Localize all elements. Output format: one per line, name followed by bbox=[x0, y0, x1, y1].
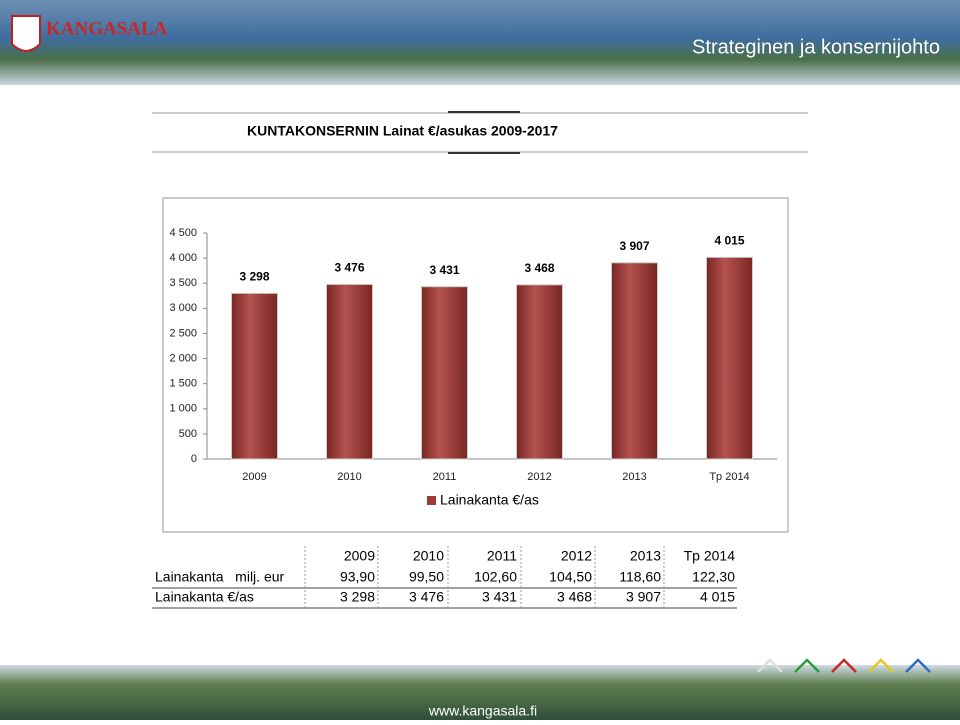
y-tick-label: 2 000 bbox=[169, 352, 197, 364]
bar bbox=[706, 256, 753, 460]
y-tick-label: 3 000 bbox=[169, 302, 197, 314]
data-label: 4 015 bbox=[714, 234, 744, 248]
x-tick-label: 2009 bbox=[242, 471, 266, 483]
y-tick-label: 2 500 bbox=[169, 327, 197, 339]
column-header: 2009 bbox=[344, 548, 375, 564]
logo-shield bbox=[11, 15, 41, 52]
y-tick-label: 3 500 bbox=[169, 277, 197, 289]
table-cell: 3 298 bbox=[340, 589, 375, 605]
bar bbox=[326, 283, 373, 460]
legend-swatch bbox=[427, 496, 436, 505]
data-label: 3 298 bbox=[239, 270, 269, 284]
top-banner bbox=[0, 0, 960, 85]
section-title: Strateginen ja konsernijohto bbox=[692, 36, 940, 58]
table-cell: 99,50 bbox=[409, 569, 444, 585]
y-tick-label: 500 bbox=[179, 428, 197, 440]
column-header: 2010 bbox=[413, 548, 444, 564]
table-cell: 104,50 bbox=[549, 569, 592, 585]
bar bbox=[231, 292, 278, 460]
chart: 0 500 1 000 1 500 2 000 2 500 3 000 3 500 4 000 4… bbox=[169, 227, 777, 508]
bar bbox=[421, 286, 468, 460]
table-cell: 3 476 bbox=[409, 589, 444, 605]
table-cell: 4 015 bbox=[700, 589, 735, 605]
table-cell: 3 431 bbox=[482, 589, 517, 605]
column-header: 2011 bbox=[487, 548, 517, 564]
bar bbox=[611, 262, 658, 460]
table-cell: 3 468 bbox=[557, 589, 592, 605]
table-cell: 93,90 bbox=[340, 569, 375, 585]
x-tick-label: Tp 2014 bbox=[709, 471, 749, 483]
x-tick-label: 2010 bbox=[337, 471, 361, 483]
x-tick-label: 2013 bbox=[622, 471, 646, 483]
chart-title: KUNTAKONSERNIN Lainat €/asukas 2009-2017 bbox=[247, 123, 558, 139]
legend-label: Lainakanta €/as bbox=[440, 492, 539, 508]
x-tick-label: 2011 bbox=[433, 471, 457, 483]
x-tick-label: 2012 bbox=[527, 471, 551, 483]
data-label: 3 468 bbox=[524, 261, 554, 275]
column-header: Tp 2014 bbox=[684, 548, 736, 564]
column-header: 2012 bbox=[561, 548, 592, 564]
footer-url: www.kangasala.fi bbox=[428, 703, 537, 719]
table-cell: 118,60 bbox=[619, 569, 661, 585]
y-tick-label: 1 500 bbox=[169, 378, 197, 390]
data-label: 3 907 bbox=[619, 239, 649, 253]
row-label: Lainakanta €/as bbox=[155, 589, 254, 605]
logo-text: KANGASALA bbox=[46, 18, 168, 39]
y-tick-label: 1 000 bbox=[169, 403, 197, 415]
y-tick-label: 4 500 bbox=[169, 227, 197, 239]
table-cell: 3 907 bbox=[626, 589, 661, 605]
data-label: 3 476 bbox=[334, 261, 364, 275]
decor-triangles bbox=[757, 658, 931, 673]
y-tick-label: 4 000 bbox=[169, 252, 197, 264]
table-cell: 122,30 bbox=[692, 569, 735, 585]
row-label: Lainakanta milj. eur bbox=[155, 569, 285, 585]
bar bbox=[516, 284, 563, 460]
column-header: 2013 bbox=[630, 548, 661, 564]
y-tick-label: 0 bbox=[191, 453, 197, 465]
table-cell: 102,60 bbox=[474, 569, 517, 585]
data-label: 3 431 bbox=[429, 263, 459, 277]
bottom-banner bbox=[0, 665, 960, 720]
data-table: 2009 2010 2011 2012 2013 Tp 2014 Lainakanta mi… bbox=[152, 546, 737, 609]
